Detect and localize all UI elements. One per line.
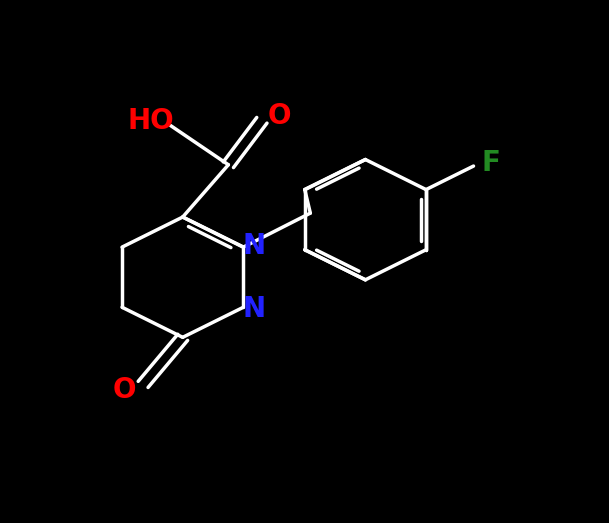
Text: N: N bbox=[242, 295, 266, 323]
Text: O: O bbox=[113, 376, 136, 404]
Text: O: O bbox=[267, 102, 290, 130]
Text: F: F bbox=[481, 150, 500, 177]
Text: N: N bbox=[242, 232, 266, 259]
Text: HO: HO bbox=[128, 107, 174, 135]
